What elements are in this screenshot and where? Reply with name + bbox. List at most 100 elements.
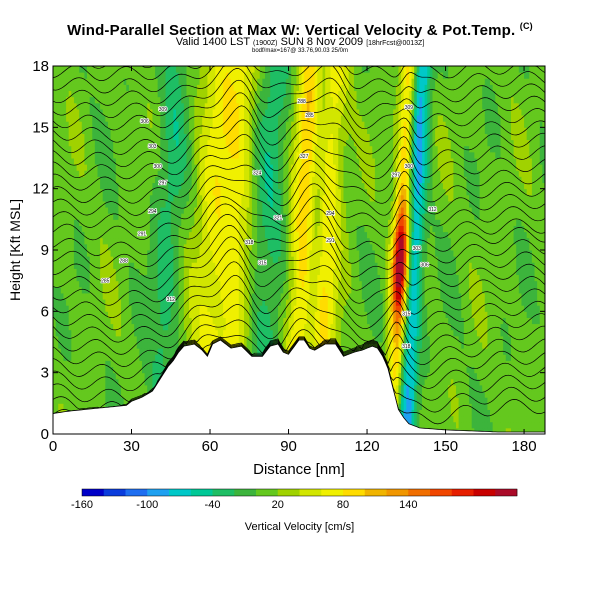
heat-cell — [251, 292, 256, 300]
heat-cell — [220, 286, 224, 294]
heat-cell — [60, 360, 64, 368]
heat-cell — [113, 354, 117, 361]
heat-cell — [73, 139, 78, 147]
heat-cell — [241, 84, 245, 92]
heat-cell — [178, 207, 182, 214]
heat-cell — [196, 250, 201, 257]
heat-cell — [87, 342, 91, 349]
heat-cell — [81, 90, 85, 98]
heat-cell — [189, 66, 193, 73]
heat-cell — [160, 329, 164, 337]
heat-cell — [199, 250, 203, 257]
heat-cell — [118, 256, 122, 263]
heat-cell — [249, 139, 253, 147]
heat-cell — [141, 354, 146, 361]
heat-cell — [168, 317, 172, 325]
heat-cell — [238, 121, 242, 128]
heat-cell — [144, 354, 148, 361]
heat-cell — [126, 360, 130, 368]
heat-cell — [223, 317, 227, 325]
heat-cell — [257, 213, 261, 220]
heat-cell — [267, 151, 271, 159]
heat-cell — [134, 207, 138, 214]
heat-cell — [113, 164, 117, 171]
heat-cell — [92, 250, 96, 257]
heat-cell — [170, 311, 174, 318]
heat-cell — [121, 397, 125, 404]
heat-cell — [102, 262, 106, 269]
heat-cell — [181, 72, 185, 79]
heat-cell — [60, 384, 64, 392]
heat-cell — [257, 286, 261, 294]
heat-cell — [183, 292, 187, 300]
heat-cell — [152, 311, 156, 318]
heat-cell — [128, 207, 133, 214]
heat-cell — [105, 360, 109, 368]
heat-cell — [246, 133, 250, 141]
heat-cell — [68, 384, 72, 392]
heat-cell — [102, 372, 106, 380]
heat-cell — [100, 151, 104, 159]
heat-cell — [121, 342, 125, 349]
heat-cell — [87, 292, 91, 300]
heat-cell — [181, 323, 185, 331]
heat-cell — [217, 121, 221, 128]
heat-cell — [155, 96, 159, 104]
heat-cell — [105, 354, 109, 361]
heat-cell — [241, 115, 245, 122]
heat-cell — [92, 219, 96, 226]
heat-cell — [92, 305, 96, 312]
heat-cell — [63, 133, 67, 141]
heat-cell — [84, 292, 88, 300]
heat-cell — [160, 237, 164, 245]
heat-cell — [66, 194, 70, 202]
heat-cell — [196, 194, 201, 202]
heat-cell — [60, 274, 64, 282]
heat-cell — [199, 127, 203, 134]
heat-cell — [155, 231, 159, 239]
heat-cell — [220, 317, 224, 325]
heat-cell — [53, 207, 57, 214]
heat-cell — [136, 378, 140, 386]
heat-cell — [251, 188, 256, 196]
heat-cell — [162, 213, 167, 220]
heat-cell — [53, 158, 57, 165]
heat-cell — [207, 102, 211, 110]
heat-cell — [105, 299, 109, 306]
heat-cell — [76, 158, 80, 165]
heat-cell — [134, 305, 138, 312]
heat-cell — [170, 225, 174, 233]
heat-cell — [155, 121, 159, 128]
heat-cell — [128, 225, 133, 233]
heat-cell — [183, 237, 187, 245]
heat-cell — [233, 182, 237, 190]
heat-cell — [210, 170, 214, 177]
heat-cell — [123, 280, 127, 288]
heat-cell — [58, 372, 62, 380]
heat-cell — [254, 329, 258, 337]
heat-cell — [141, 90, 146, 98]
heat-cell — [87, 372, 91, 380]
heat-cell — [110, 151, 114, 159]
heat-cell — [212, 78, 216, 85]
heat-cell — [76, 194, 80, 202]
heat-cell — [254, 225, 258, 233]
heat-cell — [212, 127, 216, 134]
heat-cell — [92, 207, 96, 214]
heat-cell — [131, 250, 135, 257]
heat-cell — [189, 72, 193, 79]
heat-cell — [176, 176, 180, 184]
heat-cell — [160, 335, 164, 343]
heat-cell — [241, 268, 245, 276]
heat-cell — [191, 286, 195, 294]
heat-cell — [113, 176, 117, 184]
heat-cell — [152, 170, 156, 177]
heat-cell — [102, 378, 106, 386]
heat-cell — [128, 72, 133, 79]
heat-cell — [94, 280, 98, 288]
heat-cell — [139, 225, 143, 233]
heat-cell — [81, 121, 85, 128]
heat-cell — [149, 127, 153, 134]
heat-cell — [157, 170, 161, 177]
heat-cell — [94, 354, 98, 361]
